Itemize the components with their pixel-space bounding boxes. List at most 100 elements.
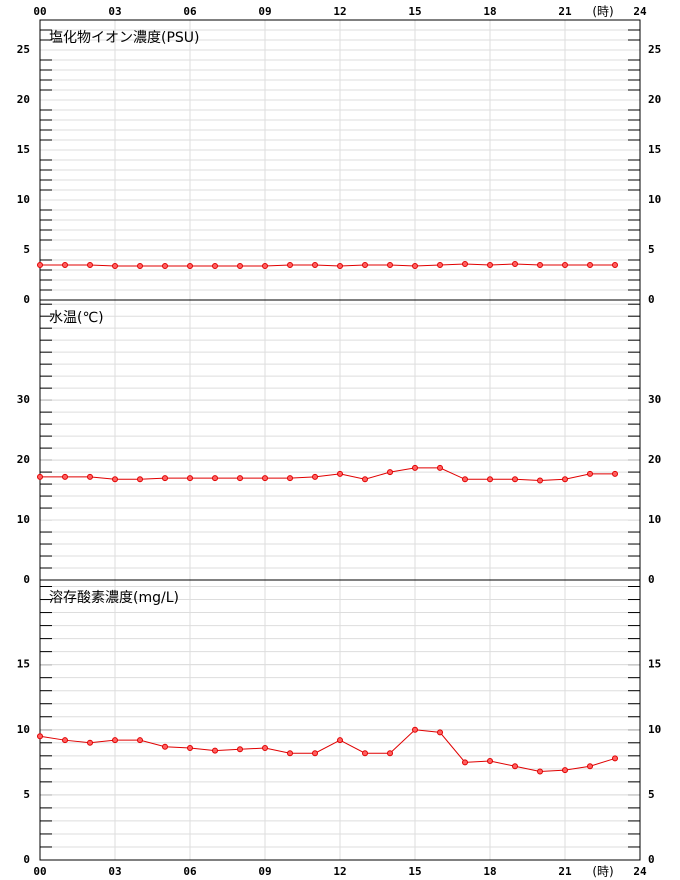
- y-tick-label: 10: [648, 723, 661, 736]
- data-point: [487, 758, 493, 765]
- x-tick-label: 03: [108, 865, 121, 878]
- x-tick-label: 12: [333, 865, 346, 878]
- data-point: [462, 476, 468, 483]
- data-point: [612, 262, 618, 268]
- data-point: [562, 262, 568, 268]
- y-tick-label: 20: [648, 453, 661, 466]
- data-point: [112, 476, 118, 483]
- x-tick-label: 12: [333, 5, 346, 18]
- data-point: [462, 261, 468, 267]
- data-point: [312, 750, 318, 757]
- data-point: [87, 262, 93, 268]
- panel-title: 水温(℃): [49, 310, 104, 326]
- y-tick-label: 0: [648, 573, 655, 586]
- y-tick-label: 15: [17, 658, 30, 671]
- y-tick-label: 15: [17, 143, 30, 156]
- data-point: [562, 476, 568, 483]
- x-tick-label: 21: [558, 865, 572, 878]
- data-point: [337, 263, 343, 269]
- data-line: [40, 467, 615, 481]
- data-point: [287, 475, 293, 482]
- y-tick-label: 20: [648, 93, 661, 106]
- y-tick-label: 0: [648, 293, 655, 306]
- data-point: [387, 469, 393, 476]
- panel-title: 溶存酸素濃度(mg/L): [49, 590, 179, 606]
- data-point: [612, 755, 618, 762]
- data-point: [62, 473, 68, 480]
- data-point: [237, 263, 243, 269]
- data-point: [587, 470, 593, 477]
- data-point: [387, 262, 393, 268]
- data-point: [237, 746, 243, 753]
- data-point: [487, 262, 493, 268]
- data-point: [212, 747, 218, 754]
- data-point: [37, 262, 43, 268]
- data-point: [537, 262, 543, 268]
- data-line: [40, 263, 615, 267]
- panel-title: 塩化物イオン濃度(PSU): [49, 30, 200, 46]
- data-line: [39, 729, 616, 772]
- data-point: [537, 768, 543, 775]
- data-point: [237, 475, 243, 482]
- data-point: [162, 743, 168, 750]
- data-point: [62, 737, 68, 744]
- data-point: [437, 729, 443, 736]
- data-point: [262, 745, 268, 751]
- y-tick-label: 5: [23, 788, 30, 801]
- data-point: [37, 733, 43, 740]
- data-point: [137, 737, 143, 744]
- data-point: [587, 262, 593, 268]
- data-point: [262, 263, 268, 269]
- data-point: [387, 750, 393, 757]
- data-point: [437, 262, 443, 268]
- x-tick-label: 00: [33, 865, 46, 878]
- data-point: [287, 262, 293, 268]
- data-point: [162, 263, 168, 269]
- x-tick-label: 21: [558, 5, 572, 18]
- data-point: [187, 745, 193, 751]
- data-point: [362, 750, 368, 757]
- data-point: [562, 767, 568, 774]
- data-point: [62, 262, 68, 268]
- y-tick-label: 20: [17, 453, 30, 466]
- data-point: [212, 475, 218, 482]
- data-point: [37, 473, 43, 480]
- data-point: [162, 475, 168, 482]
- y-tick-label: 30: [17, 393, 30, 406]
- data-point: [412, 464, 418, 471]
- x-tick-label: 24: [633, 5, 647, 18]
- x-axis-unit: (時): [592, 5, 613, 19]
- data-point: [262, 475, 268, 482]
- y-tick-label: 10: [17, 193, 30, 206]
- data-point: [187, 263, 193, 269]
- y-tick-label: 15: [648, 143, 661, 156]
- y-tick-label: 0: [23, 293, 30, 306]
- data-point: [87, 739, 93, 746]
- y-tick-label: 10: [17, 513, 30, 526]
- y-tick-label: 5: [648, 788, 655, 801]
- y-tick-label: 25: [648, 43, 661, 56]
- x-tick-label: 09: [258, 865, 271, 878]
- x-tick-label: 18: [483, 865, 496, 878]
- data-point: [112, 737, 118, 744]
- data-point: [212, 263, 218, 269]
- data-point: [587, 763, 593, 770]
- data-point: [487, 476, 493, 483]
- x-tick-label: 03: [108, 5, 121, 18]
- x-tick-label: 06: [183, 5, 197, 18]
- data-point: [312, 473, 318, 480]
- y-tick-label: 0: [23, 853, 30, 866]
- data-point: [362, 262, 368, 268]
- x-tick-label: 06: [183, 865, 197, 878]
- data-point: [412, 263, 418, 269]
- x-axis-unit: (時): [592, 865, 613, 879]
- data-point: [437, 464, 443, 471]
- data-point: [537, 477, 543, 484]
- data-point: [337, 737, 343, 744]
- data-point: [412, 726, 418, 733]
- y-tick-label: 5: [23, 243, 30, 256]
- data-point: [287, 750, 293, 757]
- data-point: [337, 470, 343, 477]
- x-tick-label: 09: [258, 5, 271, 18]
